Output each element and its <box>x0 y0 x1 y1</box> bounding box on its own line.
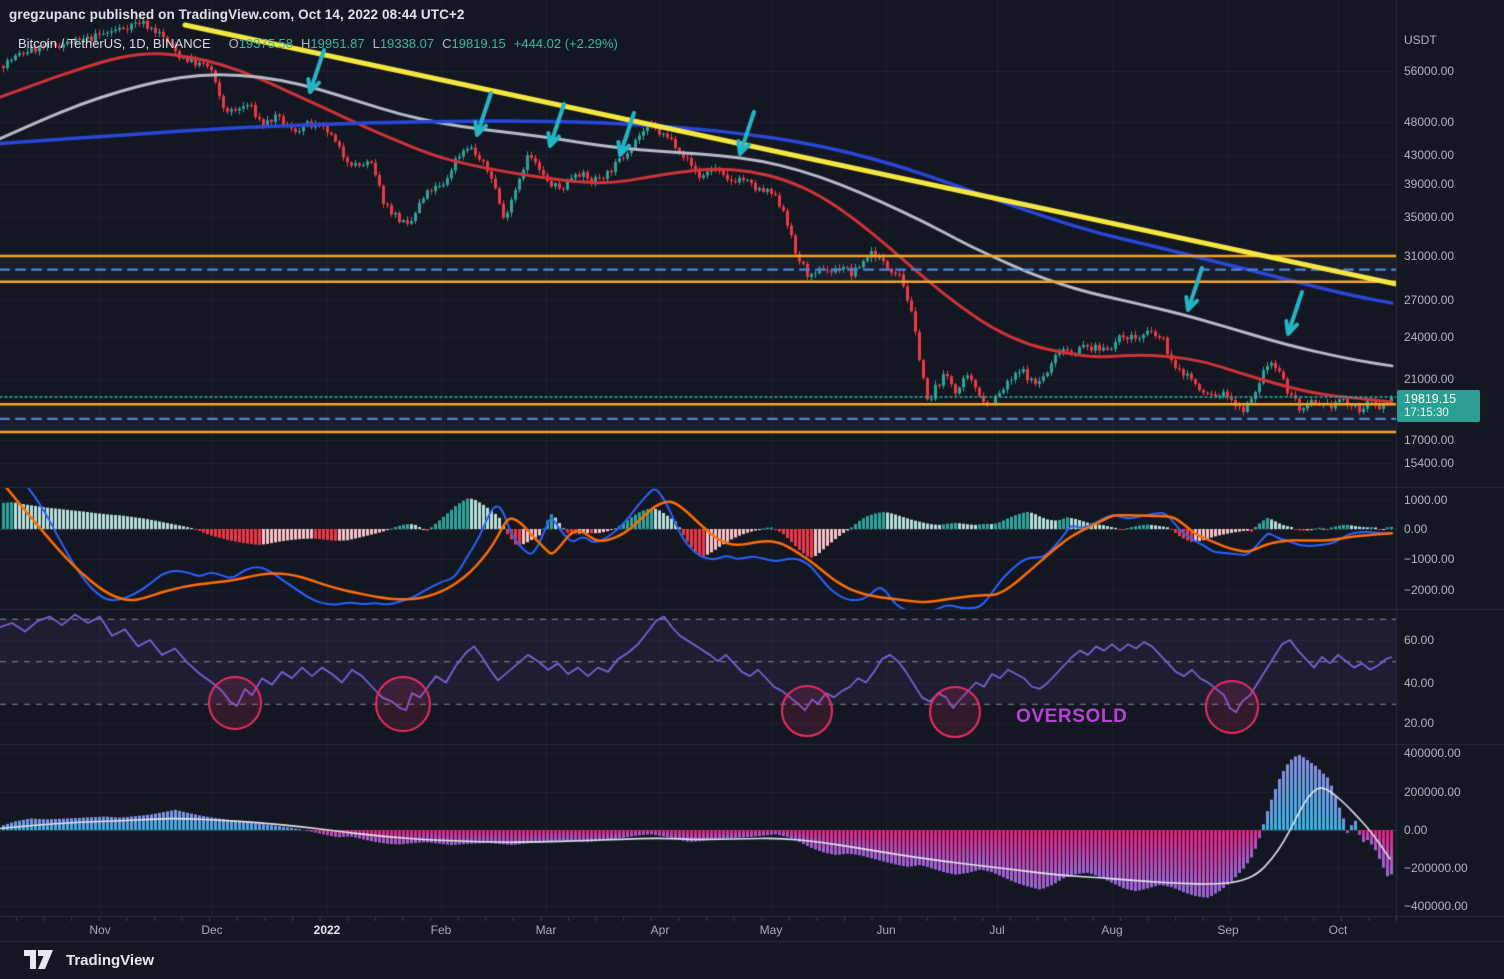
flow-scale-label: 0.00 <box>1404 823 1428 837</box>
low-label: L <box>372 36 380 51</box>
flow-scale-label: 400000.00 <box>1404 746 1461 760</box>
price-scale-label: 39000.00 <box>1404 177 1455 191</box>
high-label: H <box>301 36 311 51</box>
chart-legend: Bitcoin / TetherUS, 1D, BINANCE O19375.58… <box>18 36 618 51</box>
time-axis-year-label: 2022 <box>313 923 341 937</box>
tradingview-logo-icon <box>24 950 53 969</box>
flow-scale-label: −400000.00 <box>1404 899 1468 913</box>
price-scale-label: 43000.00 <box>1404 148 1455 162</box>
price-scale-label: 31000.00 <box>1404 249 1455 263</box>
open-value: 19375.58 <box>238 36 294 51</box>
time-axis-month-label: Nov <box>89 923 111 937</box>
time-axis-month-label: May <box>759 923 783 937</box>
flow-scale-label: −200000.00 <box>1404 861 1468 875</box>
time-axis-month-label: Feb <box>430 923 452 937</box>
macd-scale-label: 1000.00 <box>1404 493 1448 507</box>
close-value: 19819.15 <box>451 36 506 51</box>
price-scale-label: 17000.00 <box>1404 433 1455 447</box>
time-axis-month-label: Apr <box>650 923 670 937</box>
price-scale-label: 48000.00 <box>1404 115 1455 129</box>
macd-scale-label: 0.00 <box>1404 522 1428 536</box>
change-value: +444.02 (+2.29%) <box>513 36 618 51</box>
time-axis-month-label: Dec <box>201 923 223 937</box>
low-value: 19338.07 <box>379 36 435 51</box>
open-label: O <box>228 36 239 51</box>
macd-scale-label: −1000.00 <box>1404 552 1455 566</box>
time-axis-month-label: Mar <box>535 923 557 937</box>
macd-scale-label: −2000.00 <box>1404 583 1455 597</box>
rsi-scale-label: 20.00 <box>1404 716 1435 730</box>
last-price-badge: 19819.15 17:15:30 <box>1397 390 1480 422</box>
price-scale-label: 35000.00 <box>1404 210 1455 224</box>
rsi-scale-label: 60.00 <box>1404 633 1435 647</box>
time-axis-month-label: Jun <box>876 923 896 937</box>
time-axis-month-label: Aug <box>1101 923 1123 937</box>
price-axis-currency: USDT <box>1404 33 1437 47</box>
price-scale-label: 15400.00 <box>1404 456 1455 470</box>
bar-countdown: 17:15:30 <box>1404 407 1449 419</box>
rsi-scale-label: 40.00 <box>1404 676 1435 690</box>
close-label: C <box>442 36 452 51</box>
published-attribution: gregzupanc published on TradingView.com,… <box>9 7 465 22</box>
price-scale-label: 56000.00 <box>1404 64 1455 78</box>
flow-scale-label: 200000.00 <box>1404 785 1461 799</box>
oversold-label: OVERSOLD <box>1016 706 1128 727</box>
price-scale-label: 21000.00 <box>1404 372 1455 386</box>
price-scale-label: 24000.00 <box>1404 330 1455 344</box>
time-axis-month-label: Jul <box>989 923 1005 937</box>
price-scale-label: 27000.00 <box>1404 293 1455 307</box>
tradingview-logo[interactable]: TradingView <box>24 950 154 970</box>
last-price: 19819.15 <box>1404 392 1457 406</box>
symbol-title[interactable]: Bitcoin / TetherUS, 1D, BINANCE <box>18 36 211 51</box>
tradingview-logo-text: TradingView <box>66 951 155 969</box>
time-axis-month-label: Sep <box>1217 923 1239 937</box>
time-axis-month-label: Oct <box>1328 923 1348 937</box>
high-value: 19951.87 <box>310 36 365 51</box>
